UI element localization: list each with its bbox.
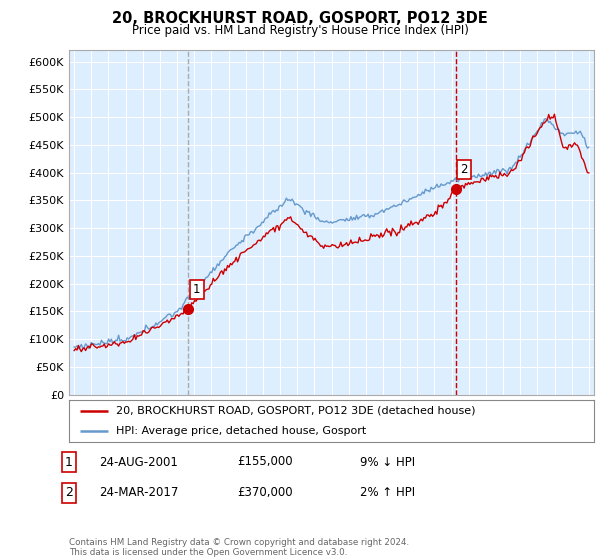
Text: 1: 1 — [65, 455, 73, 469]
Text: Price paid vs. HM Land Registry's House Price Index (HPI): Price paid vs. HM Land Registry's House … — [131, 24, 469, 36]
Text: 2: 2 — [460, 164, 468, 176]
Text: £370,000: £370,000 — [237, 486, 293, 500]
Text: 1: 1 — [193, 283, 200, 296]
Text: 2: 2 — [65, 486, 73, 500]
Text: 9% ↓ HPI: 9% ↓ HPI — [360, 455, 415, 469]
Text: £155,000: £155,000 — [237, 455, 293, 469]
Text: 20, BROCKHURST ROAD, GOSPORT, PO12 3DE (detached house): 20, BROCKHURST ROAD, GOSPORT, PO12 3DE (… — [116, 406, 476, 416]
Text: 20, BROCKHURST ROAD, GOSPORT, PO12 3DE: 20, BROCKHURST ROAD, GOSPORT, PO12 3DE — [112, 11, 488, 26]
Text: 24-AUG-2001: 24-AUG-2001 — [99, 455, 178, 469]
Text: 24-MAR-2017: 24-MAR-2017 — [99, 486, 178, 500]
Text: HPI: Average price, detached house, Gosport: HPI: Average price, detached house, Gosp… — [116, 426, 367, 436]
Text: Contains HM Land Registry data © Crown copyright and database right 2024.
This d: Contains HM Land Registry data © Crown c… — [69, 538, 409, 557]
Text: 2% ↑ HPI: 2% ↑ HPI — [360, 486, 415, 500]
